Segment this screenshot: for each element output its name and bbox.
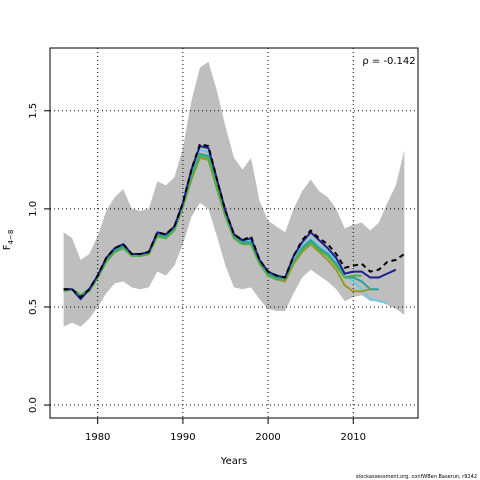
y-tick-label: 0.5 [28, 299, 39, 315]
plot-frame [49, 47, 419, 419]
confidence-band [63, 61, 405, 327]
annotation: ρ = -0.142 [362, 56, 415, 67]
footer: stockassessment.org, confWBen Baserun, r… [356, 474, 477, 480]
x-tick-label: 1990 [170, 432, 195, 443]
x-tick-label: 2010 [341, 432, 366, 443]
x-axis-label: Years [220, 456, 247, 467]
y-axis-label-sub: 4−8 [7, 230, 15, 245]
y-tick-label: 1.0 [28, 201, 39, 217]
series-line [63, 154, 362, 297]
x-tick-label: 1980 [85, 432, 110, 443]
y-tick-label: 1.5 [28, 103, 39, 119]
y-axis-label: F4−8 [2, 230, 15, 251]
x-tick-label: 2000 [255, 432, 280, 443]
y-tick-label: 0.0 [28, 397, 39, 413]
series-line [63, 143, 405, 299]
y-axis-label-main: F [2, 244, 13, 250]
